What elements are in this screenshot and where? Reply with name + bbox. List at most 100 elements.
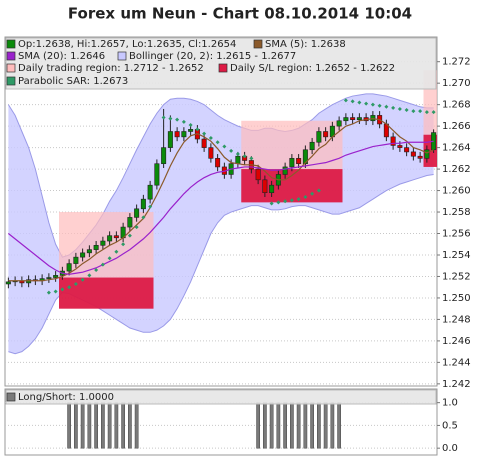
bar [74,402,78,449]
bar [101,402,105,449]
candle-body [289,158,295,168]
bar [87,402,92,449]
candle-body [336,120,342,127]
sar-dot [168,116,173,121]
sar-dot [127,233,132,238]
bar [256,402,260,449]
sar-dot [296,197,301,202]
indicator-line [8,140,434,275]
candle-body [424,149,430,159]
candle-body [113,235,119,239]
sar-dot [134,225,139,230]
candle-body [215,158,221,168]
candle-body [46,277,52,279]
candle-body [134,208,140,218]
y-tick-label: 1.268 [442,100,471,111]
y-tick-label: 0.0 [442,443,458,454]
sar-dot [384,104,389,109]
candle-body [410,151,416,157]
bar [296,402,301,449]
sar-dot [364,101,369,106]
y-tick-label: 1.262 [442,164,471,175]
candle-body [255,168,261,181]
sar-dot [181,119,186,124]
candle-body [235,155,241,165]
bar [114,402,119,449]
sar-dot [161,115,166,120]
sar-dot [229,148,234,153]
region [59,277,154,309]
y-tick-label: 1.270 [442,78,471,89]
candle-body [80,252,86,258]
sar-dot [202,131,207,136]
candle-body [73,256,79,264]
sar-dot [107,256,112,261]
legend-swatch [117,51,127,61]
y-tick-label: 1.0 [442,398,458,409]
candle-body [5,281,11,285]
candle-body [66,263,72,272]
bar [107,402,112,449]
candle-body [181,131,187,138]
legend-swatch [6,51,16,61]
legend-box [5,389,437,405]
sar-dot [100,262,105,267]
candle-body [282,166,288,175]
bar [94,402,98,449]
candle-body [161,147,167,165]
sar-dot [370,102,375,107]
sar-dot [343,98,348,103]
sar-dot [114,249,119,254]
candle-body [188,129,194,132]
legend-swatch [6,39,16,49]
sar-dot [80,277,85,282]
legend-label: SMA (5): 1.2638 [265,39,346,50]
sar-dot [418,109,423,114]
candle-body [208,147,214,159]
candle-body [343,117,349,122]
bar [121,402,125,449]
candle-body [323,131,329,138]
y-tick-label: 1.244 [442,357,471,368]
legend-swatch [218,63,228,73]
candle-body [100,240,106,246]
sar-dot [431,110,436,115]
bar [323,402,328,449]
sar-dot [175,117,180,122]
sar-dot [141,215,146,220]
candle-body [107,235,113,242]
y-tick-label: 1.242 [442,379,471,390]
sar-dot [195,127,200,132]
candle-body [269,184,275,194]
sar-dot [87,273,92,278]
sar-dot [350,99,355,104]
bar [134,402,139,449]
bar [269,402,274,449]
sar-dot [397,106,402,111]
candle-body [397,145,403,148]
candle-body [262,179,268,194]
candle-body [174,131,180,138]
candle-body [127,217,133,228]
sar-dot [357,100,362,105]
sar-dot [148,204,153,209]
candle-body [167,131,173,148]
y-tick-label: 1.246 [442,336,471,347]
sar-dot [208,135,213,140]
candle-body [417,155,423,159]
sar-dot [249,156,254,161]
y-tick-label: 1.266 [442,121,471,132]
bar [337,402,341,449]
legend-box [5,37,437,90]
sar-dot [289,198,294,203]
legend-label: Long/Short: 1.0000 [18,392,114,403]
candle-body [154,163,160,186]
y-tick-label: 1.272 [442,57,471,68]
sar-dot [316,188,321,193]
candle-body [201,138,207,148]
legend-swatch [253,39,263,49]
sar-dot [94,268,99,273]
sar-dot [310,191,315,196]
